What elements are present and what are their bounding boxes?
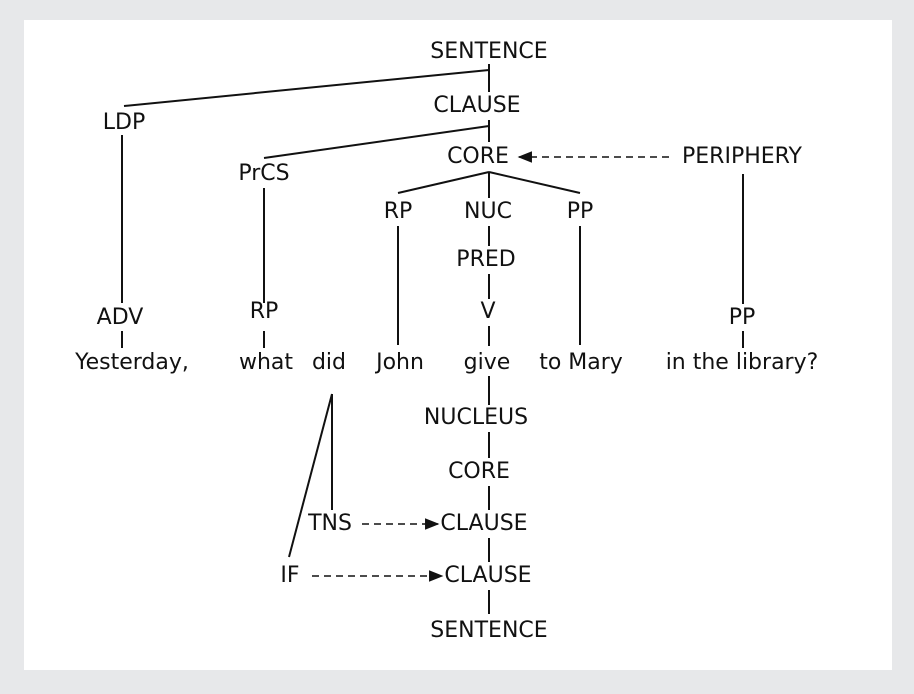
word-john: John <box>374 350 424 375</box>
node-pp-periphery: PP <box>729 305 756 330</box>
syntax-tree-diagram: SENTENCE CLAUSE LDP CORE PERIPHERY PrCS … <box>74 39 818 643</box>
word-give: give <box>464 350 511 375</box>
node-pp-core: PP <box>567 199 594 224</box>
node-v: V <box>480 299 495 324</box>
edge-clause-prcs <box>263 125 490 159</box>
word-yesterday: Yesterday, <box>74 350 189 375</box>
node-core-top: CORE <box>447 144 509 169</box>
node-clause-bottom-1: CLAUSE <box>440 511 527 536</box>
node-rp-prcs: RP <box>250 299 279 324</box>
word-in-the-library: in the library? <box>666 350 819 375</box>
word-to-mary: to Mary <box>539 350 623 375</box>
node-pred: PRED <box>456 247 515 272</box>
constituent-labels: SENTENCE CLAUSE LDP CORE PERIPHERY PrCS … <box>97 39 803 330</box>
node-clause-bottom-2: CLAUSE <box>444 563 531 588</box>
edge-did-if <box>288 393 333 558</box>
node-core-bottom: CORE <box>448 459 510 484</box>
node-if: IF <box>280 563 299 588</box>
node-nucleus: NUCLEUS <box>424 405 528 430</box>
edge-sentence-ldp <box>123 69 490 107</box>
node-sentence-bottom: SENTENCE <box>430 618 547 643</box>
word-did: did <box>312 350 346 375</box>
node-tns: TNS <box>307 511 352 536</box>
node-rp-core: RP <box>384 199 413 224</box>
diagram-panel: SENTENCE CLAUSE LDP CORE PERIPHERY PrCS … <box>24 20 892 670</box>
edge-core-rp <box>397 171 490 194</box>
node-clause-top: CLAUSE <box>433 93 520 118</box>
operator-edges <box>288 376 490 614</box>
node-adv: ADV <box>97 305 144 330</box>
node-ldp: LDP <box>103 110 145 135</box>
sentence-words: Yesterday, what did John give to Mary in… <box>74 350 818 375</box>
node-sentence-top: SENTENCE <box>430 39 547 64</box>
word-what: what <box>239 350 293 375</box>
edge-core-pp <box>488 171 581 194</box>
node-periphery: PERIPHERY <box>682 144 803 169</box>
node-nuc: NUC <box>464 199 512 224</box>
constituent-edges <box>121 64 744 348</box>
node-prcs: PrCS <box>238 161 289 186</box>
operator-labels: NUCLEUS CORE TNS CLAUSE IF CLAUSE SENTEN… <box>280 405 547 643</box>
